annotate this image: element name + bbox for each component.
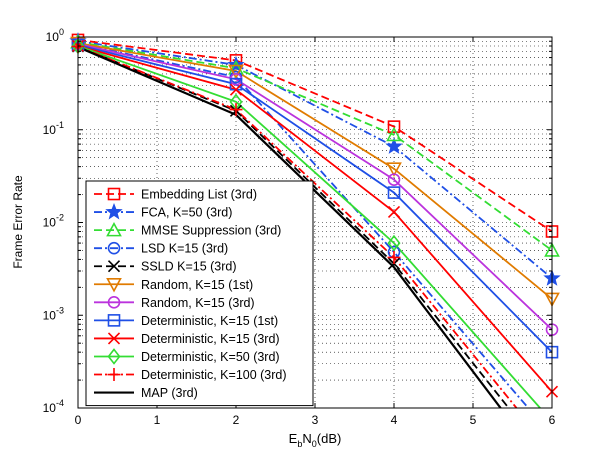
data-point-deterministic-k-50-3rd <box>387 234 401 252</box>
legend-marker-random-k-15-1st <box>106 277 122 293</box>
data-point-deterministic-k-100-3rd <box>387 250 401 264</box>
series-line-lsd-k-15-3rd <box>78 42 529 408</box>
legend-label-map-3rd: MAP (3rd) <box>141 386 198 400</box>
legend-label-deterministic-k-15-1st: Deterministic, K=15 (1st) <box>141 314 278 328</box>
legend-marker-deterministic-k-15-1st <box>107 314 121 327</box>
data-point-fca-k-50-3rd <box>385 137 403 154</box>
x-tick-label: 2 <box>233 413 240 427</box>
x-tick-label: 0 <box>75 413 82 427</box>
series-line-mmse-suppression-3rd <box>78 41 552 252</box>
legend-marker-deterministic-k-50-3rd <box>107 348 121 365</box>
y-tick-label: 10-3 <box>43 305 64 322</box>
series-line-embedding-list-3rd <box>78 39 552 233</box>
y-tick-label: 100 <box>46 27 64 44</box>
legend-box <box>85 180 314 407</box>
series-line-deterministic-k-100-3rd <box>78 45 518 408</box>
x-tick-label: 3 <box>312 413 319 427</box>
legend-label-lsd-k-15-3rd: LSD K=15 (3rd) <box>141 242 228 256</box>
data-point-deterministic-k-100-3rd <box>229 103 243 117</box>
legend-label-fca-k-50-3rd: FCA, K=50 (3rd) <box>141 206 232 220</box>
y-tick-label: 10-1 <box>43 120 64 137</box>
y-axis-label: Frame Error Rate <box>11 175 25 269</box>
data-point-random-k-15-1st <box>386 162 402 177</box>
x-tick-label: 6 <box>549 413 556 427</box>
series-line-map-3rd <box>78 45 502 408</box>
y-tick-label: 10-4 <box>43 398 64 415</box>
data-point-mmse-suppression-3rd <box>386 126 402 142</box>
legend-label-deterministic-k-100-3rd: Deterministic, K=100 (3rd) <box>141 368 287 382</box>
series-layer <box>78 39 552 408</box>
legend-label-deterministic-k-15-3rd: Deterministic, K=15 (3rd) <box>141 332 280 346</box>
series-line-deterministic-k-15-1st <box>78 44 552 353</box>
axis-ticks: 0 1 2 3 4 5 6 100 10-1 10-2 10-3 10-4 <box>43 27 556 427</box>
series-line-deterministic-k-15-3rd <box>78 45 552 393</box>
data-point-random-k-15-1st <box>228 64 244 80</box>
legend-marker-deterministic-k-100-3rd <box>107 368 121 382</box>
x-axis-label: EbN0(dB) <box>289 431 342 449</box>
x-tick-label: 5 <box>470 413 477 427</box>
x-tick-label: 1 <box>154 413 161 427</box>
data-point-deterministic-k-15-3rd <box>387 205 401 218</box>
legend-label-embedding-list-3rd: Embedding List (3rd) <box>141 188 257 202</box>
legend-marker-random-k-15-3rd <box>107 296 121 309</box>
series-line-random-k-15-3rd <box>78 43 552 331</box>
y-tick-label: 10-2 <box>43 213 64 230</box>
data-point-deterministic-k-15-3rd <box>229 83 243 96</box>
legend-label-deterministic-k-50-3rd: Deterministic, K=50 (3rd) <box>141 350 280 364</box>
legend-label-random-k-15-3rd: Random, K=15 (3rd) <box>141 296 255 310</box>
legend-marker-fca-k-50-3rd <box>105 202 123 220</box>
legend: Embedding List (3rd) FCA, K=50 (3rd) MMSE … <box>85 180 314 407</box>
data-point-embedding-list-3rd <box>387 120 401 133</box>
x-tick-label: 4 <box>391 413 398 427</box>
legend-marker-ssld-k-15-3rd <box>107 260 121 273</box>
data-point-fca-k-50-3rd <box>227 55 245 73</box>
series-line-deterministic-k-50-3rd <box>78 45 541 408</box>
legend-label-mmse-suppression-3rd: MMSE Suppression (3rd) <box>141 224 281 238</box>
data-point-deterministic-k-15-1st <box>387 186 401 199</box>
data-point-random-k-15-3rd <box>387 173 401 186</box>
legend-label-random-k-15-1st: Random, K=15 (1st) <box>141 278 253 292</box>
legend-marker-embedding-list-3rd <box>107 187 121 201</box>
legend-label-ssld-k-15-3rd: SSLD K=15 (3rd) <box>141 260 237 274</box>
legend-marker-mmse-suppression-3rd <box>106 221 122 237</box>
legend-marker-deterministic-k-15-3rd <box>107 332 121 345</box>
series-line-random-k-15-1st <box>78 42 552 300</box>
legend-marker-lsd-k-15-3rd <box>107 241 121 255</box>
